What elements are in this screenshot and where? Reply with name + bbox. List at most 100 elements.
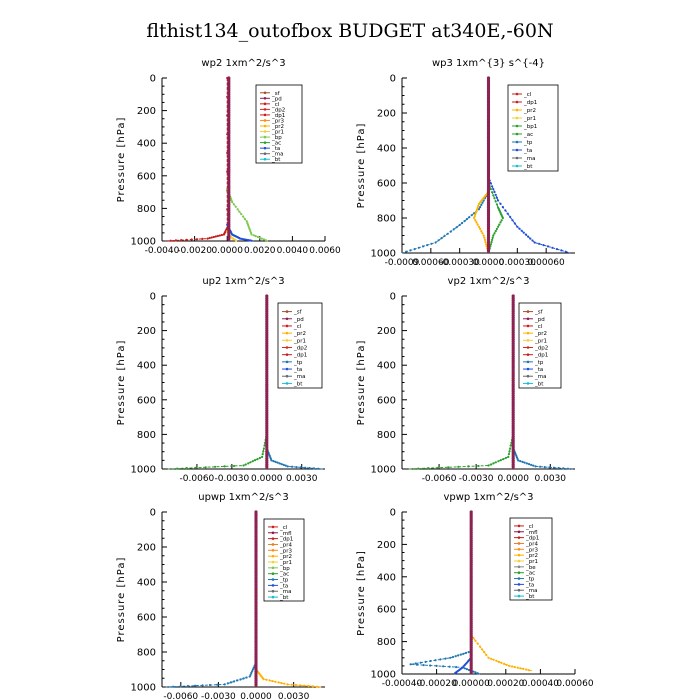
marker-tp bbox=[409, 249, 412, 252]
marker-tp bbox=[304, 466, 307, 469]
marker-profile bbox=[254, 632, 258, 637]
legend-label: _pr1 bbox=[279, 560, 292, 566]
marker-ta bbox=[489, 182, 492, 185]
marker-tp bbox=[416, 663, 419, 666]
series-bp1 bbox=[408, 434, 514, 470]
marker-pr2 bbox=[474, 639, 477, 642]
legend-marker bbox=[263, 130, 267, 133]
legend-label: _cl bbox=[534, 324, 543, 330]
marker-profile bbox=[486, 188, 491, 192]
marker-pr2 bbox=[299, 684, 302, 687]
chart-wp2: wp2 1xm^2/s^3 0 200 400 600 800 1000 Pressure [… bbox=[116, 58, 341, 256]
marker-profile bbox=[265, 398, 269, 402]
marker-bp bbox=[232, 203, 235, 206]
marker-bp1 bbox=[256, 458, 259, 461]
marker-bp1 bbox=[261, 453, 264, 456]
marker-pr2 bbox=[274, 680, 277, 683]
legend-label: _ac bbox=[271, 141, 281, 147]
marker-dp1 bbox=[206, 237, 209, 240]
panel-title: vp2 1xm^2/s^3 bbox=[448, 276, 530, 287]
marker-bp1 bbox=[508, 450, 511, 453]
marker-profile bbox=[254, 517, 258, 521]
y-tick-label: 800 bbox=[377, 637, 396, 648]
y-axis-label: Pressure [hPa] bbox=[116, 557, 127, 643]
marker-profile bbox=[254, 654, 258, 659]
legend-label: _pr4 bbox=[525, 541, 539, 547]
marker-profile bbox=[254, 600, 258, 604]
marker-pr2 bbox=[495, 659, 498, 662]
legend-label: _pr3 bbox=[279, 548, 293, 554]
legend-label: _ma bbox=[293, 374, 305, 380]
marker-ta bbox=[494, 193, 497, 196]
marker-tp bbox=[286, 465, 289, 468]
legend-marker bbox=[271, 584, 275, 587]
marker-profile bbox=[511, 430, 515, 434]
marker-tp bbox=[468, 216, 471, 219]
marker-bp bbox=[247, 225, 250, 228]
legend-label: _pr3 bbox=[271, 118, 285, 124]
legend-label: _dp1 bbox=[534, 353, 548, 359]
marker-dp1 bbox=[208, 236, 211, 240]
marker-tp bbox=[426, 244, 429, 247]
marker-profile bbox=[511, 432, 515, 436]
marker-pr2 bbox=[483, 236, 486, 239]
marker-profile bbox=[511, 391, 515, 395]
marker-tp bbox=[532, 464, 535, 467]
marker-profile bbox=[486, 135, 491, 139]
marker-bp1 bbox=[251, 460, 254, 463]
series-pr2 bbox=[470, 634, 532, 672]
marker-tp bbox=[242, 677, 245, 680]
marker-tp bbox=[451, 655, 455, 659]
marker-profile bbox=[511, 320, 515, 324]
y-tick-label: 200 bbox=[377, 326, 396, 337]
marker-profile bbox=[511, 363, 515, 367]
x-tick-label: 0.0020 bbox=[244, 246, 276, 256]
chart-wp3: wp3 1xm^{3} s^{-4} 0 200 400 600 800 1000 Press… bbox=[356, 58, 575, 268]
y-tick-label: 600 bbox=[377, 179, 396, 190]
marker-dp1 bbox=[174, 239, 177, 242]
marker-tp bbox=[282, 463, 285, 466]
marker-dp1 bbox=[185, 238, 188, 241]
x-tick-label: -0.0040 bbox=[145, 246, 180, 256]
marker-tp bbox=[422, 664, 425, 667]
x-tick-label: 0.0040 bbox=[277, 246, 309, 256]
marker-bp bbox=[238, 210, 241, 213]
marker-profile bbox=[254, 681, 258, 685]
marker-profile bbox=[265, 339, 269, 343]
marker-dp1 bbox=[169, 239, 172, 242]
marker-bp1 bbox=[261, 455, 264, 458]
marker-profile bbox=[486, 148, 491, 152]
x-tick-label: -0.00030 bbox=[439, 258, 480, 268]
marker-pr2 bbox=[483, 238, 486, 241]
marker-profile bbox=[254, 543, 258, 547]
marker-profile bbox=[486, 174, 491, 178]
marker-profile bbox=[486, 115, 491, 119]
marker-profile bbox=[486, 124, 491, 128]
marker-tp bbox=[444, 657, 447, 660]
marker-profile bbox=[265, 335, 269, 339]
marker-profile bbox=[486, 87, 491, 91]
legend-marker bbox=[526, 382, 530, 385]
marker-bp1 bbox=[497, 460, 500, 463]
marker-tp bbox=[463, 220, 466, 223]
marker-profile bbox=[486, 227, 491, 231]
legend-marker bbox=[526, 310, 530, 313]
marker-pr2 bbox=[525, 668, 528, 671]
marker-profile bbox=[265, 303, 269, 307]
marker-ta bbox=[495, 196, 498, 199]
marker-profile bbox=[254, 665, 258, 669]
x-tick-label: -0.0020 bbox=[177, 246, 212, 256]
marker-bp bbox=[245, 220, 248, 223]
x-tick-label: 0.0000 bbox=[473, 258, 505, 268]
marker-profile bbox=[265, 385, 269, 389]
y-tick-label: 200 bbox=[137, 543, 156, 554]
y-tick-label: 800 bbox=[137, 204, 156, 215]
y-tick-label: 600 bbox=[377, 395, 396, 406]
marker-ac bbox=[492, 194, 495, 197]
marker-tp bbox=[179, 685, 182, 688]
legend-label: _pr2 bbox=[534, 331, 547, 337]
marker-profile bbox=[511, 413, 515, 417]
marker-pr1 bbox=[235, 239, 238, 242]
legend-marker bbox=[517, 524, 521, 528]
marker-profile bbox=[511, 441, 515, 445]
